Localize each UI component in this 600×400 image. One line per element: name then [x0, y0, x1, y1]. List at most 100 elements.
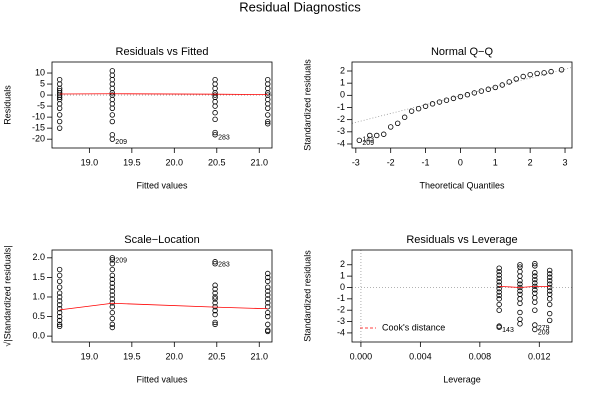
point: [109, 255, 116, 261]
point: [56, 298, 63, 304]
point: [381, 131, 387, 137]
point: [492, 84, 498, 91]
point: [532, 307, 538, 313]
point: [212, 321, 218, 328]
point: [212, 92, 218, 98]
point: [485, 86, 492, 92]
y-axis-label: √|Standardized residuals|: [2, 245, 12, 346]
point: [212, 300, 218, 306]
point: [109, 118, 116, 125]
point: [265, 105, 271, 112]
point: [212, 261, 218, 267]
point: [471, 90, 478, 96]
point: [212, 286, 218, 292]
point: [109, 276, 116, 283]
point: [109, 288, 116, 294]
point: [109, 112, 116, 118]
point: [496, 292, 502, 299]
point: [415, 106, 422, 112]
y-tick-label: -15: [32, 123, 45, 133]
point-label: 209: [115, 139, 127, 146]
y-tick-label: -2: [337, 305, 345, 315]
point: [109, 76, 116, 83]
point: [212, 290, 218, 296]
point: [517, 300, 523, 307]
point: [212, 296, 218, 302]
point: [517, 296, 523, 302]
point: [212, 81, 218, 87]
panel-title: Scale−Location: [124, 234, 200, 246]
plot-frame: [351, 249, 573, 343]
x-tick-label: 19.0: [81, 351, 99, 361]
point: [212, 294, 218, 300]
point: [109, 68, 116, 74]
point-label: 279: [538, 325, 550, 332]
x-axis-label: Fitted values: [136, 180, 188, 190]
point: [265, 101, 271, 107]
point: [394, 120, 401, 127]
point: [517, 316, 523, 322]
point: [408, 108, 415, 114]
point: [56, 284, 63, 290]
point: [212, 307, 218, 314]
y-tick-label: -20: [32, 134, 45, 144]
point: [558, 67, 565, 73]
point: [517, 309, 523, 316]
point: [541, 70, 547, 76]
x-axis-label: Fitted values: [136, 374, 188, 384]
point: [265, 274, 271, 281]
point: [56, 309, 63, 316]
suptitle: Residual Diagnostics: [239, 0, 361, 14]
point: [109, 272, 116, 279]
point: [56, 302, 63, 308]
point: [265, 278, 271, 285]
point: [56, 112, 63, 118]
y-tick-label: -2: [337, 114, 345, 124]
smooth-line: [499, 285, 550, 288]
point: [265, 270, 271, 277]
y-axis-label: Standardized residuals: [302, 250, 312, 342]
point: [534, 70, 540, 77]
x-tick-label: 21.0: [250, 351, 268, 361]
point: [401, 114, 408, 120]
point: [517, 281, 523, 287]
point: [532, 280, 538, 286]
x-tick-label: 1: [493, 157, 498, 167]
plot-frame: [51, 249, 273, 343]
x-tick-label: 0.008: [469, 351, 492, 361]
point: [496, 279, 502, 285]
point: [496, 265, 502, 271]
x-tick-label: -2: [387, 157, 395, 167]
point: [56, 105, 63, 112]
point: [532, 322, 538, 328]
panel-title: Residuals vs Fitted: [116, 46, 209, 58]
point: [109, 280, 116, 286]
point: [56, 317, 63, 324]
point-label: 143: [502, 327, 514, 334]
y-tick-label: 1: [340, 270, 345, 280]
point: [56, 101, 63, 107]
point: [56, 278, 63, 285]
point: [517, 273, 523, 279]
point: [464, 92, 471, 98]
point: [496, 289, 502, 295]
point: [517, 288, 523, 294]
x-tick-label: -1: [422, 157, 430, 167]
x-tick-label: 19.5: [123, 351, 141, 361]
point: [212, 76, 218, 83]
point: [517, 262, 523, 268]
point: [496, 324, 502, 330]
y-axis-label: Residuals: [2, 85, 12, 125]
point: [436, 99, 443, 105]
point: [450, 95, 457, 102]
point: [265, 292, 271, 298]
point: [496, 268, 502, 275]
point: [212, 311, 218, 318]
point: [265, 112, 271, 118]
point-label: 209: [115, 258, 127, 265]
point: [547, 317, 553, 324]
point: [265, 296, 271, 302]
x-tick-label: 0.004: [409, 351, 432, 361]
point: [547, 267, 553, 274]
